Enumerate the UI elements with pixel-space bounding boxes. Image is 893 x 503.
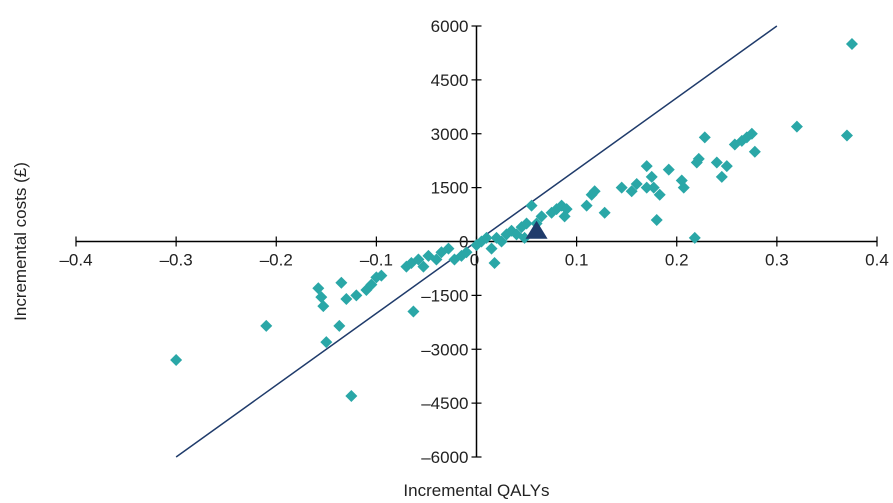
x-axis-title: Incremental QALYs [403,481,549,500]
data-point [365,278,378,291]
data-point [442,242,455,255]
y-tick-label: 6000 [431,17,469,36]
data-point [495,235,508,248]
data-point [412,253,425,266]
data-point [647,181,660,194]
data-point [790,120,803,133]
x-tick-label: 0 [470,251,479,270]
data-point [317,300,330,313]
data-point [640,160,653,173]
data-point [407,305,420,318]
data-point [345,389,358,402]
x-tick-label: –0.3 [160,251,193,270]
data-point [715,170,728,183]
data-point [677,181,690,194]
data-point [625,185,638,198]
data-point [518,231,531,244]
data-point [580,199,593,212]
data-point [720,160,733,173]
data-point [375,269,388,282]
y-tick-label: 4500 [431,71,469,90]
data-point [350,289,363,302]
data-point [653,188,666,201]
y-tick-label: 0 [459,233,468,252]
data-point [430,253,443,266]
data-point [588,185,601,198]
x-tick-label: –0.1 [360,251,393,270]
y-tick-label: 3000 [431,125,469,144]
data-point [710,156,723,169]
y-axis-title: Incremental costs (£) [11,162,30,321]
data-point [688,231,701,244]
data-point [260,319,273,332]
data-point [745,127,758,140]
data-point [598,206,611,219]
data-point [320,336,333,349]
x-tick-label: –0.2 [260,251,293,270]
y-tick-label: –3000 [421,340,468,359]
data-point [315,291,328,304]
x-tick-label: 0.1 [565,251,589,270]
data-point [650,213,663,226]
data-point [615,181,628,194]
data-point [662,163,675,176]
data-point [485,242,498,255]
data-point [340,292,353,305]
x-tick-label: 0.3 [765,251,789,270]
data-point [640,181,653,194]
data-point [845,37,858,50]
data-point [488,257,501,270]
data-point [630,178,643,191]
data-point [170,354,183,367]
data-point [645,170,658,183]
y-tick-label: –6000 [421,448,468,467]
data-point [480,231,493,244]
y-tick-label: 1500 [431,179,469,198]
x-tick-label: –0.4 [59,251,92,270]
data-point [535,210,548,223]
y-tick-label: –4500 [421,394,468,413]
data-point [748,145,761,158]
x-tick-label: 0.2 [665,251,689,270]
mean-point-marker [525,220,548,239]
data-point [520,217,533,230]
data-point [335,276,348,289]
y-tick-label: –1500 [421,286,468,305]
data-point [840,129,853,142]
data-point [417,260,430,273]
data-point [698,131,711,144]
data-point [460,246,473,259]
data-point [560,203,573,216]
data-point [692,152,705,165]
data-point [333,319,346,332]
data-point [525,199,538,212]
x-tick-label: 0.4 [865,251,889,270]
